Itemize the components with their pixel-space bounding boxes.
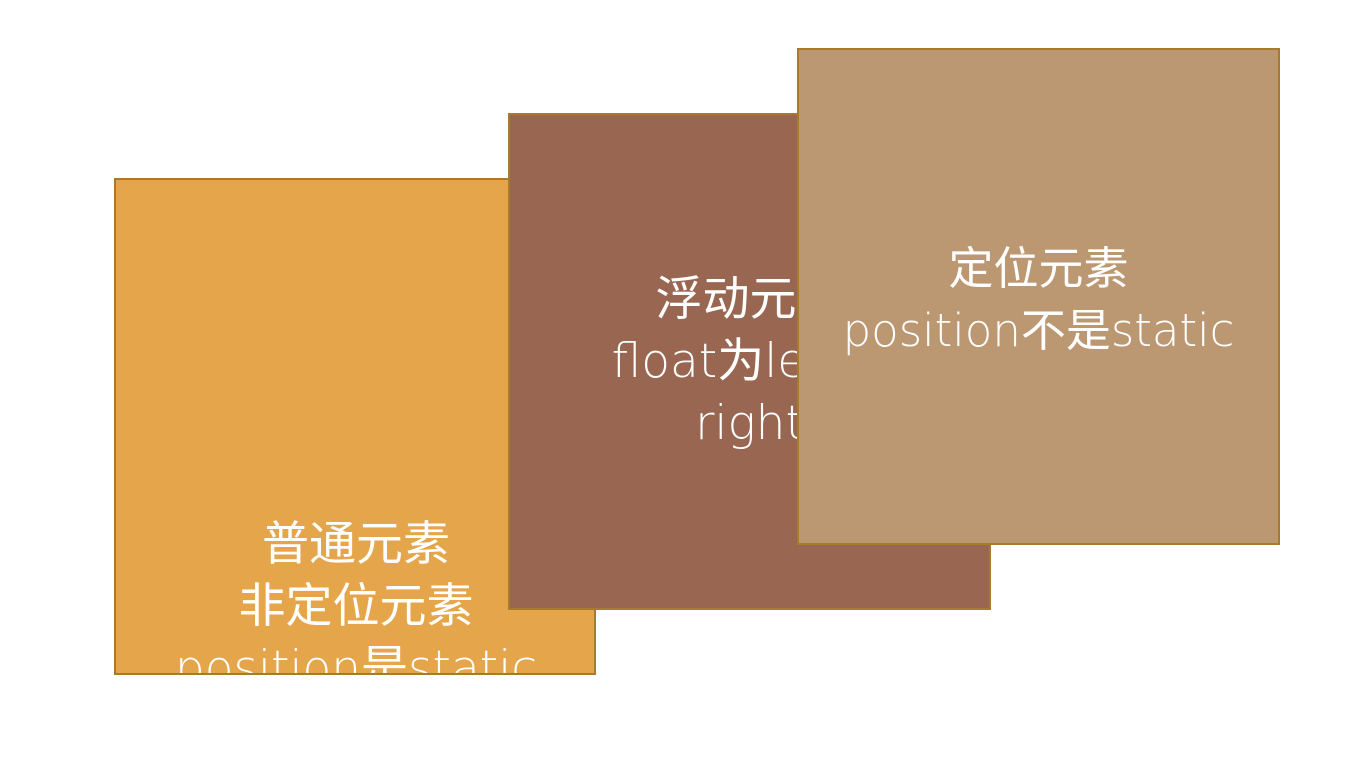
float-element-line-3: right (695, 396, 804, 451)
normal-element-line-3: position是static (174, 641, 538, 675)
positioned-element-label: 定位元素 position不是static (799, 238, 1278, 362)
positioned-element-line-2: position不是static (842, 304, 1235, 357)
normal-element-label: 普通元素 非定位元素 position是static (116, 514, 594, 675)
normal-element-line-1: 普通元素 (262, 517, 450, 572)
positioned-element-box: 定位元素 position不是static (797, 48, 1280, 545)
positioned-element-line-1: 定位元素 (948, 242, 1129, 295)
normal-element-line-2: 非定位元素 (238, 579, 474, 634)
